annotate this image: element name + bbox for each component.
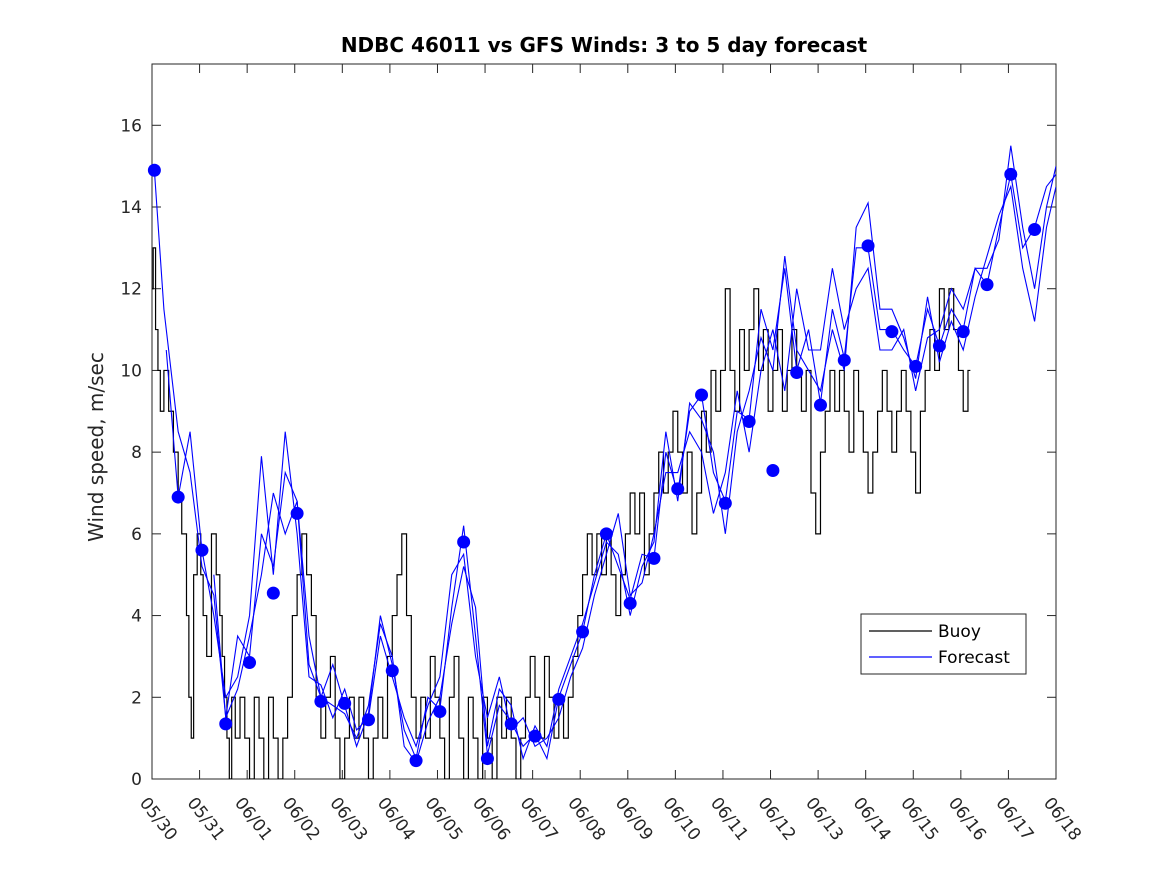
forecast-point <box>504 717 518 731</box>
x-tick-label: 06/01 <box>230 794 276 845</box>
forecast-point <box>837 353 851 367</box>
forecast-point <box>695 388 709 402</box>
y-axis-label: Wind speed, m/sec <box>84 352 108 542</box>
x-tick-label: 06/09 <box>611 794 657 845</box>
x-tick-label: 06/18 <box>1039 794 1085 845</box>
x-tick-label: 06/07 <box>516 794 562 845</box>
x-tick-label: 06/17 <box>991 794 1037 845</box>
forecast-point <box>1028 222 1042 236</box>
forecast-point <box>480 752 494 766</box>
forecast-point <box>813 398 827 412</box>
x-tick-label: 06/12 <box>754 794 800 845</box>
legend-buoy-label: Buoy <box>938 622 981 642</box>
x-tick-label: 06/11 <box>706 794 752 845</box>
forecast-point <box>409 754 423 768</box>
forecast-point <box>932 339 946 353</box>
forecast-point <box>718 496 732 510</box>
chart-title: NDBC 46011 vs GFS Winds: 3 to 5 day fore… <box>341 33 868 57</box>
y-tick-label: 0 <box>131 770 142 790</box>
forecast-point <box>528 729 542 743</box>
legend: Buoy Forecast <box>860 613 1027 675</box>
forecast-point <box>742 415 756 428</box>
legend-forecast-label: Forecast <box>938 648 1010 668</box>
forecast-point <box>338 696 352 710</box>
y-tick-label: 8 <box>131 443 142 463</box>
forecast-point <box>243 656 257 670</box>
x-tick-label: 06/16 <box>944 794 990 845</box>
x-tick-label: 06/10 <box>658 794 704 845</box>
forecast-point <box>361 713 375 727</box>
forecast-point <box>956 325 970 339</box>
x-tick-label: 06/02 <box>278 794 324 845</box>
forecast-point <box>266 586 280 600</box>
forecast-point <box>385 664 399 678</box>
forecast-point <box>433 705 447 719</box>
forecast-point <box>171 490 185 504</box>
series-layer <box>147 145 1056 779</box>
forecast-point <box>861 239 875 253</box>
forecast-point <box>290 506 304 520</box>
forecast-point <box>457 535 471 549</box>
legend-box <box>860 613 1027 675</box>
y-tick-label: 14 <box>120 198 142 218</box>
y-tick-label: 16 <box>120 116 142 136</box>
forecast-point <box>623 596 637 610</box>
forecast-point <box>790 365 804 379</box>
x-tick-label: 06/15 <box>896 794 942 845</box>
forecast-point <box>980 278 994 292</box>
forecast-point <box>766 464 780 478</box>
x-tick-label: 06/03 <box>325 794 371 845</box>
forecast-point <box>885 325 899 339</box>
x-tick-label: 06/06 <box>468 794 514 845</box>
forecast-point <box>147 163 161 177</box>
x-tick-label: 06/13 <box>801 794 847 845</box>
forecast-point <box>1004 167 1018 181</box>
y-tick-label: 6 <box>131 525 142 545</box>
y-tick-label: 2 <box>131 688 142 708</box>
forecast-point <box>314 694 328 708</box>
forecast-point <box>219 717 233 731</box>
forecast-point <box>647 551 661 565</box>
forecast-point <box>671 482 685 496</box>
y-tick-label: 12 <box>120 280 142 300</box>
y-tick-label: 10 <box>120 361 142 381</box>
forecast-point <box>195 543 209 557</box>
x-tick-label: 05/31 <box>183 794 229 845</box>
forecast-point <box>552 692 566 706</box>
x-tick-label: 06/04 <box>373 794 419 845</box>
forecast-point <box>599 527 613 541</box>
y-tick-label: 4 <box>131 607 142 627</box>
x-tick-label: 06/08 <box>563 794 609 845</box>
x-tick-label: 05/30 <box>135 794 181 845</box>
x-tick-label: 06/05 <box>421 794 467 845</box>
forecast-point <box>576 625 590 639</box>
x-tick-label: 06/14 <box>849 794 895 845</box>
forecast-point <box>909 359 923 373</box>
